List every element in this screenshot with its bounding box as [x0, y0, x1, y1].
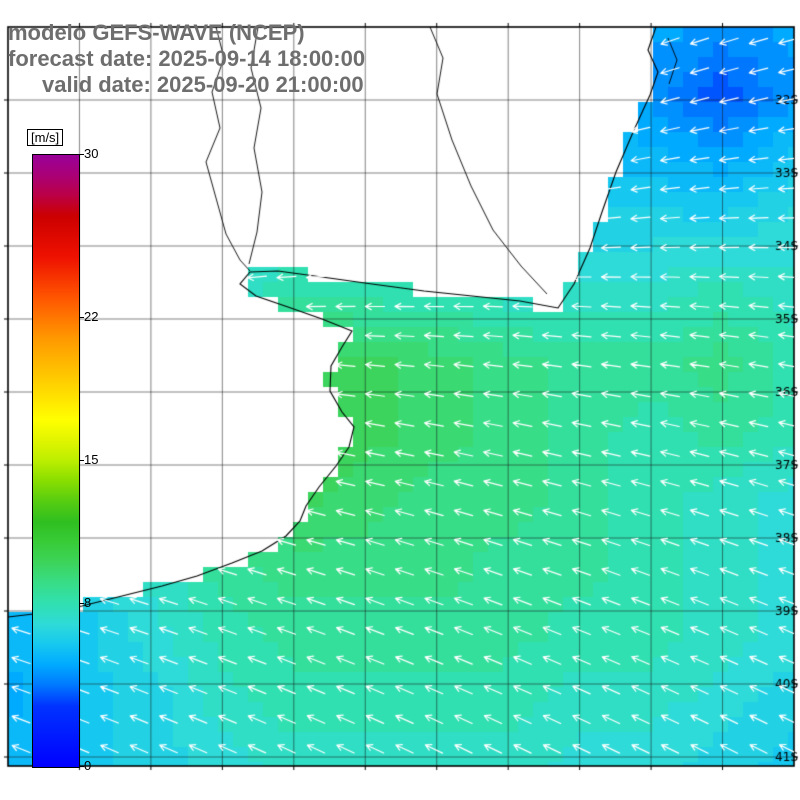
forecast-date-label: forecast date: 2025-09-14 18:00:00 [8, 46, 366, 71]
chart-header: modelo GEFS-WAVE (NCEP) forecast date: 2… [8, 20, 365, 98]
valid-date-label: valid date: 2025-09-20 21:00:00 [42, 72, 364, 97]
model-title: modelo GEFS-WAVE (NCEP) [8, 20, 305, 45]
